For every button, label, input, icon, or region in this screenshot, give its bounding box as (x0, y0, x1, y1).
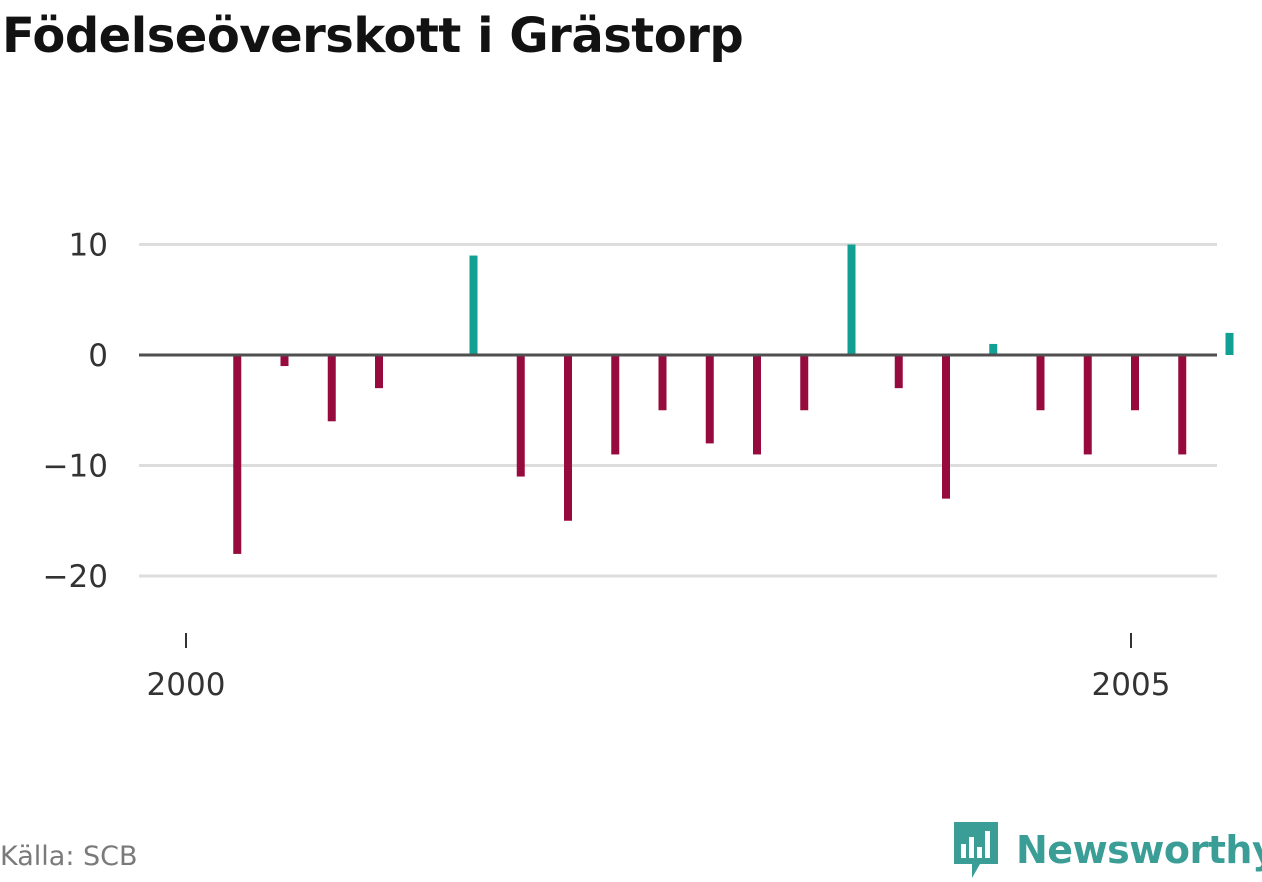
bar-2000-q3: 2000 Q3: -1 (280, 355, 289, 367)
y-tick-label: −20 (43, 559, 108, 595)
bar-2003-q3: 2003 Q3: 10 (847, 244, 856, 355)
bar-2000-q4: 2000 Q4: -6 (327, 355, 336, 422)
y-tick-label: −10 (43, 449, 108, 485)
bar-2002-q4: 2002 Q4: -8 (705, 355, 714, 444)
bar-2005-q1: 2005 Q1: -5 (1131, 355, 1139, 411)
y-axis-labels: −20 −10 0 10 (43, 228, 108, 596)
bar-2004-q1: 2004 Q1: -13 (942, 355, 950, 499)
bar-2005-q3: 2005 Q3: 2 (1225, 332, 1234, 355)
y-tick-label: 10 (69, 228, 108, 264)
bar-2002-q1: 2002 Q1: -15 (564, 355, 572, 521)
chart-title: Födelseöverskott i Grästorp (2, 8, 744, 64)
bar-2004-q2: 2004 Q2: 1 (989, 343, 998, 355)
bar-2004-q4: 2004 Q4: -9 (1083, 355, 1092, 455)
bar-2003-q4: 2003 Q4: -3 (894, 355, 903, 389)
bar-2002-q3: 2002 Q3: -5 (658, 355, 667, 411)
bar-2004-q3: 2004 Q3: -5 (1036, 355, 1045, 411)
bar-2001-q1: 2001 Q1: -3 (375, 355, 383, 389)
newsworthy-brand[interactable]: Newsworthy (950, 818, 1262, 882)
x-axis: 200020052010201520202025 (147, 633, 1171, 703)
bar-2005-q2: 2005 Q2: -9 (1178, 355, 1187, 455)
bar-2003-q2: 2003 Q2: -5 (800, 355, 809, 411)
newsworthy-logo-icon (954, 822, 998, 878)
bar-2001-q4: 2001 Q4: -11 (516, 355, 525, 477)
x-tick-label: 2005 (1092, 667, 1171, 703)
y-tick-label: 0 (88, 338, 108, 374)
gridlines (139, 243, 1217, 578)
bar-2003-q1: 2003 Q1: -9 (753, 355, 761, 455)
bar-2000-q2: 2000 Q2: -18 (233, 355, 242, 554)
bar-2001-q3: 2001 Q3: 9 (469, 255, 478, 355)
brand-name: Newsworthy (1016, 828, 1262, 872)
bar-2002-q2: 2002 Q2: -9 (611, 355, 620, 455)
x-tick-label: 2000 (147, 667, 226, 703)
source-note: Källa: SCB (0, 841, 138, 872)
bars: 2000 Q2: -18 2000 Q3: -1 2000 Q4: -6 2001 Q… (233, 244, 1234, 554)
